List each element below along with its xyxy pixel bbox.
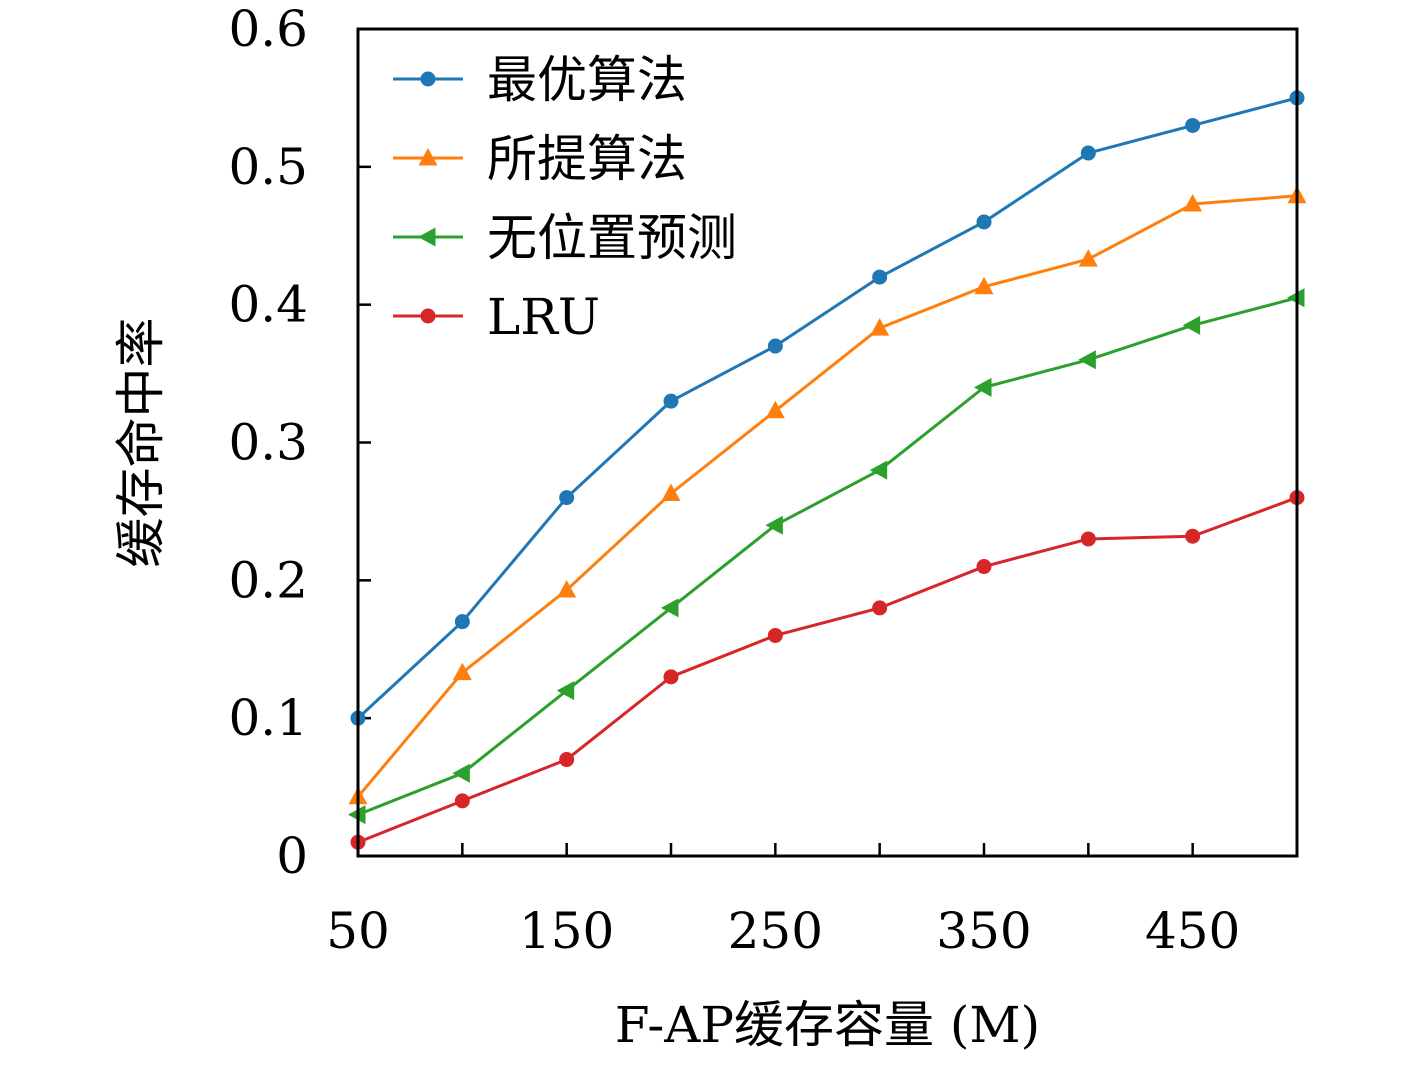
x-tick-label: 250: [728, 902, 823, 960]
legend-marker: [418, 148, 438, 166]
data-point: [454, 793, 470, 809]
x-tick-label: 350: [936, 902, 1031, 960]
data-point: [1182, 315, 1201, 335]
series-2: [348, 185, 1307, 805]
x-axis-title: F-AP缓存容量 (M): [615, 996, 1040, 1054]
y-tick-label: 0.3: [228, 414, 308, 472]
series-4: [350, 490, 1305, 850]
data-point: [976, 559, 992, 575]
legend-entry: 所提算法: [393, 130, 687, 188]
legend-label: LRU: [487, 288, 600, 346]
data-point: [454, 614, 470, 630]
legend-entry: LRU: [393, 288, 600, 346]
x-tick-label: 150: [519, 902, 614, 960]
y-tick-label: 0.6: [228, 0, 308, 58]
data-point: [974, 276, 994, 295]
data-point: [1080, 145, 1096, 161]
legend-marker: [418, 227, 436, 247]
plot-frame: [356, 27, 1299, 858]
data-point: [767, 627, 783, 643]
data-point: [1183, 194, 1203, 212]
data-point: [765, 400, 785, 419]
data-point: [556, 681, 575, 701]
y-tick-label: 0.5: [228, 138, 308, 196]
legend-label: 最优算法: [487, 51, 687, 109]
x-tick-label: 50: [326, 902, 390, 960]
legend-label: 无位置预测: [487, 209, 737, 267]
data-point: [1078, 249, 1098, 267]
plot-series: [348, 90, 1307, 850]
series-line: [356, 96, 1298, 720]
data-point: [1080, 531, 1096, 547]
legend-entry: 无位置预测: [393, 209, 737, 267]
y-tick-label: 0.4: [228, 276, 308, 334]
data-point: [1185, 117, 1201, 133]
data-point: [767, 338, 783, 354]
series-line: [357, 296, 1298, 817]
data-point: [976, 214, 992, 230]
x-tick-label: 450: [1145, 902, 1240, 960]
data-point: [661, 483, 681, 501]
series-1: [350, 90, 1305, 726]
axis-ticks: 50 150 250 350 450 0 0.1 0.2 0.3 0.4 0.5 0.6: [228, 0, 1299, 960]
data-point: [872, 600, 888, 616]
data-point: [557, 579, 577, 598]
y-axis-title: 缓存命中率: [112, 318, 170, 568]
data-point: [869, 460, 888, 480]
series-line: [356, 194, 1298, 798]
data-point: [663, 669, 679, 685]
data-point: [1078, 350, 1096, 370]
y-tick-label: 0: [276, 827, 308, 885]
series-line: [357, 496, 1298, 844]
data-point: [974, 377, 992, 397]
data-point: [559, 752, 575, 768]
legend-marker: [420, 308, 436, 324]
y-tick-label: 0.1: [228, 689, 308, 747]
data-point: [452, 763, 470, 783]
data-point: [661, 598, 679, 618]
data-point: [452, 662, 472, 681]
legend-entry: 最优算法: [393, 51, 687, 109]
y-tick-label: 0.2: [228, 551, 308, 609]
legend-marker: [420, 71, 436, 87]
legend-label: 所提算法: [487, 130, 687, 188]
data-point: [765, 515, 783, 535]
data-point: [1185, 528, 1201, 544]
data-point: [870, 318, 890, 336]
data-point: [559, 490, 575, 506]
data-point: [663, 393, 679, 409]
data-point: [872, 269, 888, 285]
